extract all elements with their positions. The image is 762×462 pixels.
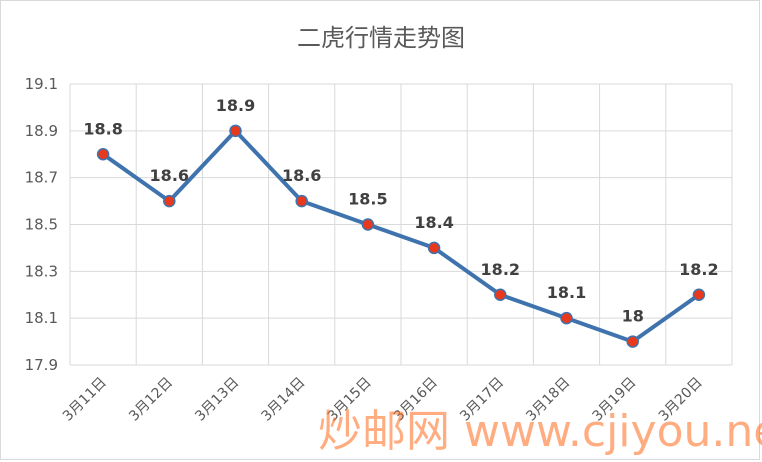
x-tick-label: 3月12日 bbox=[126, 375, 176, 425]
data-label: 18 bbox=[622, 307, 644, 326]
data-point bbox=[692, 288, 706, 301]
series-line bbox=[101, 128, 701, 344]
y-tick-label: 18.3 bbox=[25, 262, 58, 280]
x-tick-label: 3月11日 bbox=[60, 375, 110, 425]
y-tick-label: 19.1 bbox=[25, 75, 58, 93]
data-point bbox=[494, 288, 507, 301]
data-label: 18.4 bbox=[414, 213, 453, 232]
data-point bbox=[361, 218, 375, 231]
y-tick-label: 18.9 bbox=[25, 122, 58, 140]
grid bbox=[69, 83, 733, 366]
data-label: 18.2 bbox=[481, 260, 520, 279]
y-tick-label: 17.9 bbox=[25, 356, 58, 374]
y-tick-label: 18.1 bbox=[25, 309, 58, 327]
data-point bbox=[163, 194, 176, 208]
y-axis: 19.1 18.9 18.7 18.5 18.3 18.1 17.9 bbox=[25, 75, 58, 374]
data-point bbox=[427, 241, 441, 255]
x-tick-label: 3月14日 bbox=[259, 375, 309, 425]
watermark-text: 炒邮网 www.cjiyou.net bbox=[318, 406, 762, 457]
data-label: 18.6 bbox=[282, 166, 321, 185]
data-point bbox=[96, 148, 110, 161]
data-point bbox=[560, 311, 573, 325]
data-label: 18.2 bbox=[679, 260, 718, 279]
data-label: 18.6 bbox=[150, 166, 189, 185]
series bbox=[96, 124, 706, 348]
chart-title: 二虎行情走势图 bbox=[297, 24, 465, 52]
data-label: 18.5 bbox=[348, 190, 387, 209]
data-label: 18.9 bbox=[216, 96, 255, 115]
y-tick-label: 18.5 bbox=[25, 216, 58, 234]
x-tick-label: 3月13日 bbox=[192, 375, 242, 425]
data-labels: 18.8 18.6 18.9 18.6 18.5 18.4 18.2 18.1 18 18.2 bbox=[83, 96, 718, 326]
data-label: 18.8 bbox=[83, 119, 122, 138]
data-point bbox=[295, 194, 308, 208]
data-point bbox=[229, 124, 242, 138]
data-point bbox=[626, 335, 639, 348]
data-label: 18.1 bbox=[547, 283, 586, 302]
y-tick-label: 18.7 bbox=[25, 169, 58, 187]
